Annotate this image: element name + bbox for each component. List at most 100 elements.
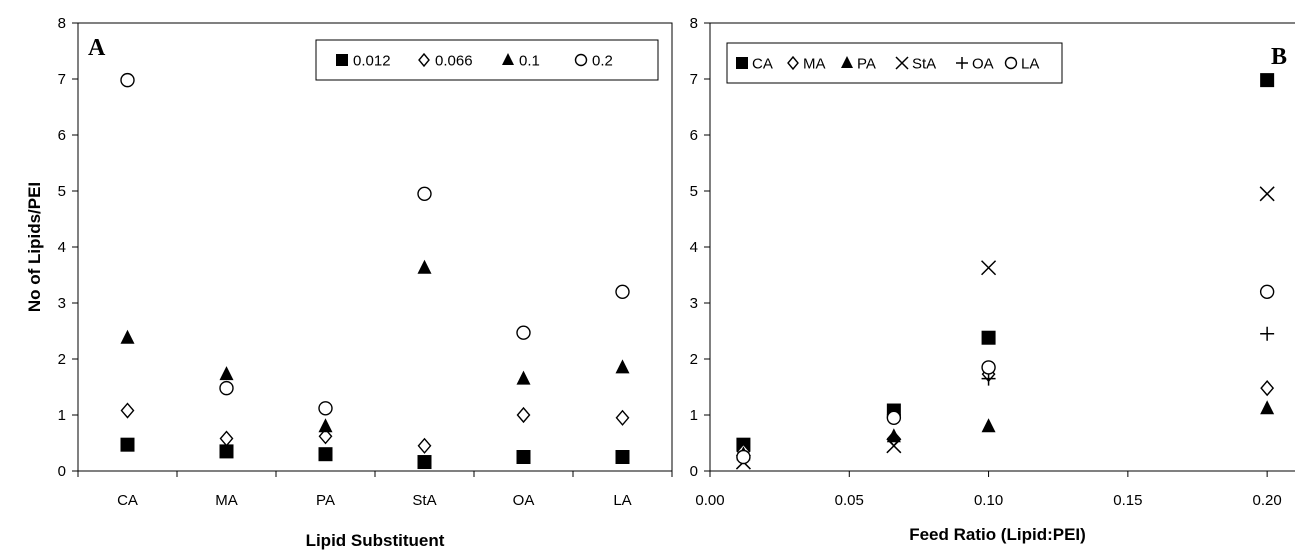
data-point-0_066: [120, 402, 135, 419]
legend-marker: [1004, 56, 1018, 70]
legend-marker: [574, 53, 588, 67]
legend-label: StA: [912, 56, 936, 73]
panel-label: A: [88, 35, 106, 61]
y-tick-label: 8: [58, 15, 66, 32]
legend-marker: [895, 56, 909, 70]
panel-b: 0 1 2 3 4 5 6 7 8 0.00 0.05 0.10 0.15 0.20 Feed Ratio …: [690, 15, 1295, 544]
x-tick-label: 0.15: [1113, 492, 1142, 509]
data-point-sta: [886, 438, 902, 454]
data-point-pa: [981, 418, 996, 433]
plot-frame: [77, 22, 673, 472]
legend-label: 0.2: [592, 53, 613, 70]
data-point-pa: [1260, 400, 1275, 415]
y-tick-label: 5: [58, 183, 66, 200]
y-tick-label: 4: [690, 239, 698, 256]
data-point-0_012: [417, 455, 432, 470]
y-tick-label: 0: [58, 463, 66, 480]
data-point-oa: [1260, 326, 1275, 341]
legend-marker: [956, 57, 968, 69]
y-tick-label: 2: [690, 351, 698, 368]
data-point-0_012: [219, 444, 234, 459]
data-point-0_1: [615, 359, 630, 374]
x-tick-label: StA: [412, 492, 436, 509]
legend-marker: [502, 53, 514, 65]
y-tick-label: 5: [690, 183, 698, 200]
data-point-la: [736, 449, 751, 465]
legend-label: CA: [752, 56, 773, 73]
data-point-0_2: [516, 325, 531, 340]
data-point-0_2: [318, 401, 333, 416]
y-tick-label: 2: [58, 351, 66, 368]
legend-marker: [787, 55, 799, 71]
data-point-0_066: [615, 409, 630, 426]
data-point-0_066: [318, 428, 333, 445]
data-point-la: [981, 360, 996, 375]
y-tick-label: 1: [58, 407, 66, 424]
legend-marker: [418, 52, 430, 68]
y-tick-label: 4: [58, 239, 66, 256]
y-tick-label: 0: [690, 463, 698, 480]
legend-label: PA: [857, 56, 876, 73]
legend-label: LA: [1021, 56, 1039, 73]
x-tick-label: 0.20: [1253, 492, 1282, 509]
data-point-0_1: [516, 370, 531, 385]
panel-a: 0 1 2 3 4 5 6 7 8 CA MA PA StA OA LA Lipid Substituent N…: [25, 15, 673, 550]
x-axis-title: Lipid Substituent: [306, 531, 445, 550]
data-point-sta: [1259, 186, 1275, 202]
data-point-0_012: [120, 437, 135, 452]
data-point-0_2: [615, 284, 630, 299]
y-tick-label: 7: [58, 71, 66, 88]
x-tick-label: LA: [613, 492, 631, 509]
data-point-0_066: [417, 437, 432, 454]
x-tick-label: 0.05: [835, 492, 864, 509]
data-point-0_2: [120, 72, 135, 88]
y-tick-label: 6: [58, 127, 66, 144]
data-point-la: [1259, 284, 1275, 299]
data-point-0_1: [417, 259, 432, 274]
y-axis-title: No of Lipids/PEI: [25, 182, 44, 312]
plot-frame: [709, 22, 1295, 472]
data-point-0_1: [120, 329, 135, 344]
data-point-la: [886, 410, 902, 425]
legend-label: 0.066: [435, 53, 473, 70]
y-tick-label: 7: [690, 71, 698, 88]
data-point-0_2: [219, 380, 234, 396]
legend-marker: [736, 57, 748, 69]
data-point-0_012: [318, 447, 333, 462]
legend-label: 0.1: [519, 53, 540, 70]
y-tick-label: 8: [690, 15, 698, 32]
data-point-sta: [981, 260, 997, 276]
legend: CA MA PA StA OA LA: [726, 42, 1063, 84]
x-tick-label: 0.00: [695, 492, 724, 509]
y-tick-label: 3: [690, 295, 698, 312]
data-point-0_1: [219, 366, 234, 381]
data-point-0_012: [516, 450, 531, 464]
legend-marker: [336, 54, 348, 66]
y-tick-label: 6: [690, 127, 698, 144]
legend-label: MA: [803, 56, 826, 73]
x-tick-label: OA: [513, 492, 535, 509]
data-point-ma: [1260, 380, 1275, 397]
x-tick-label: CA: [117, 492, 138, 509]
data-point-ca: [1260, 73, 1275, 88]
legend-label: 0.012: [353, 53, 391, 70]
legend-label: OA: [972, 56, 994, 73]
panel-label: B: [1271, 44, 1287, 70]
y-tick-label: 3: [58, 295, 66, 312]
x-tick-label: MA: [215, 492, 238, 509]
data-point-0_2: [417, 186, 432, 202]
y-tick-label: 1: [690, 407, 698, 424]
legend: 0.012 0.066 0.1 0.2: [315, 39, 659, 81]
data-point-0_066: [516, 406, 531, 424]
data-point-0_012: [615, 450, 630, 464]
data-point-0_1: [318, 418, 333, 433]
legend-marker: [841, 56, 853, 68]
legend-box: [315, 39, 659, 81]
x-tick-label: PA: [316, 492, 335, 509]
x-axis-title: Feed Ratio (Lipid:PEI): [909, 525, 1086, 544]
x-tick-label: 0.10: [974, 492, 1003, 509]
data-point-pa: [886, 428, 901, 443]
data-point-0_066: [219, 430, 234, 447]
data-point-ca: [981, 330, 996, 345]
